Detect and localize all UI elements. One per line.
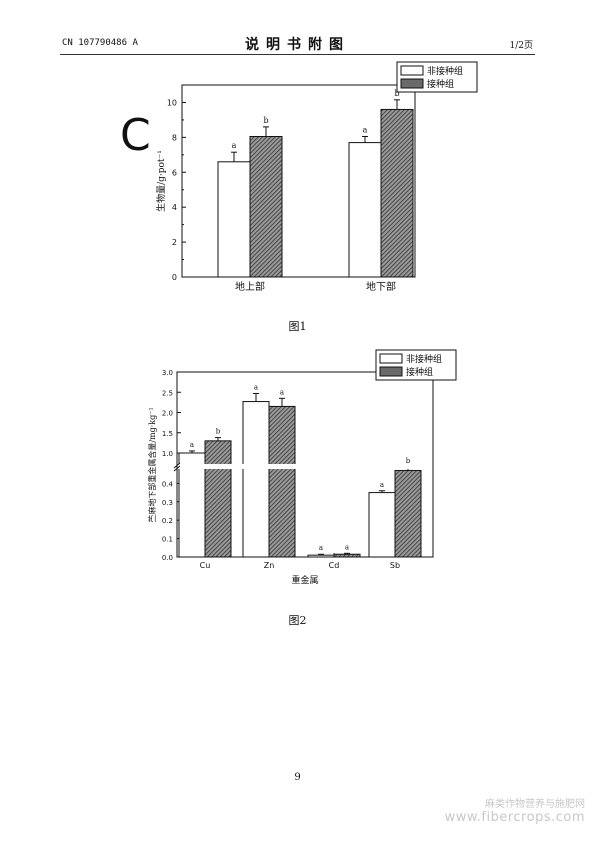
header-rule — [60, 54, 535, 55]
watermark: 麻类作物营养与施肥网 www.fibercrops.com — [445, 798, 585, 824]
significance-letter: b — [263, 116, 268, 125]
x-tick-label: Sb — [390, 561, 400, 570]
bar-inoculated — [333, 553, 361, 558]
significance-letter: a — [345, 543, 349, 551]
watermark-url: www.fibercrops.com — [444, 810, 585, 825]
significance-letter: a — [319, 544, 323, 552]
bar-inoculated — [268, 405, 296, 558]
y-axis-label: 生物量/g·pot⁻¹ — [155, 150, 167, 212]
significance-letter: b — [394, 89, 399, 98]
plot-frame — [176, 371, 434, 558]
y-tick-label: 2.0 — [162, 410, 173, 418]
significance-letter: b — [406, 457, 411, 465]
legend-swatch-control — [400, 65, 424, 76]
legend-label-control: 非接种组 — [406, 353, 442, 365]
x-tick-label: 地上部 — [235, 280, 265, 293]
axis-break-mark — [173, 462, 181, 472]
y-axis-label: 苎麻地下部重金属含量/mg·kg⁻¹ — [147, 407, 157, 522]
page-number: 9 — [294, 772, 301, 783]
bar-control — [368, 492, 396, 558]
y-tick-label: 0 — [172, 273, 177, 282]
significance-letter: a — [280, 388, 284, 396]
plot-frame — [181, 84, 416, 278]
significance-letter: a — [380, 481, 384, 489]
significance-letter: a — [363, 125, 368, 134]
bar-control — [217, 161, 251, 278]
figure1-caption: 图1 — [288, 320, 307, 333]
y-tick-label: 0.2 — [162, 517, 173, 525]
bar-inoculated — [249, 135, 283, 278]
panel-letter: C — [120, 110, 151, 161]
bar-inoculated — [394, 470, 422, 558]
y-tick-label: 10 — [167, 98, 177, 107]
y-tick-label: 3.0 — [162, 369, 173, 377]
patent-number: CN 107790486 A — [62, 38, 138, 48]
legend-swatch-inoculated — [400, 78, 424, 89]
significance-letter: a — [190, 441, 194, 449]
x-tick-label: 地下部 — [366, 280, 396, 293]
bar-control — [307, 554, 335, 558]
page-title: 说明书附图 — [245, 37, 350, 53]
legend-label-control: 非接种组 — [427, 65, 463, 77]
bar-control — [178, 452, 206, 558]
x-tick-label: Zn — [264, 561, 275, 570]
y-tick-label: 2 — [172, 238, 177, 247]
axis-break-band — [178, 464, 432, 469]
figure2-caption: 图2 — [288, 614, 307, 627]
x-tick-label: Cd — [329, 561, 340, 570]
bar-inoculated — [380, 108, 414, 278]
y-tick-label: 4 — [172, 203, 177, 212]
y-tick-label: 0.1 — [162, 536, 173, 544]
x-tick-label: Cu — [200, 561, 211, 570]
y-tick-label: 8 — [172, 133, 177, 142]
y-tick-label: 1.5 — [162, 430, 173, 438]
legend-label-inoculated: 接种组 — [427, 78, 454, 90]
y-tick-label: 0.0 — [162, 554, 173, 562]
y-tick-label: 1.0 — [162, 450, 173, 458]
bar-control — [242, 401, 270, 558]
page-count: 1/2页 — [509, 41, 534, 51]
bar-inoculated — [204, 440, 232, 558]
significance-letter: a — [232, 141, 237, 150]
y-tick-label: 0.4 — [162, 480, 174, 488]
significance-letter: a — [254, 383, 258, 391]
legend-swatch-control — [379, 353, 403, 364]
x-axis-label: 重金属 — [291, 574, 318, 586]
legend-label-inoculated: 接种组 — [406, 366, 433, 378]
y-tick-label: 6 — [172, 168, 177, 177]
y-tick-label: 0.3 — [162, 499, 173, 507]
significance-letter: b — [216, 428, 221, 436]
watermark-text: 麻类作物营养与施肥网 — [485, 799, 585, 810]
legend-swatch-inoculated — [379, 366, 403, 377]
y-tick-label: 2.5 — [162, 389, 173, 397]
